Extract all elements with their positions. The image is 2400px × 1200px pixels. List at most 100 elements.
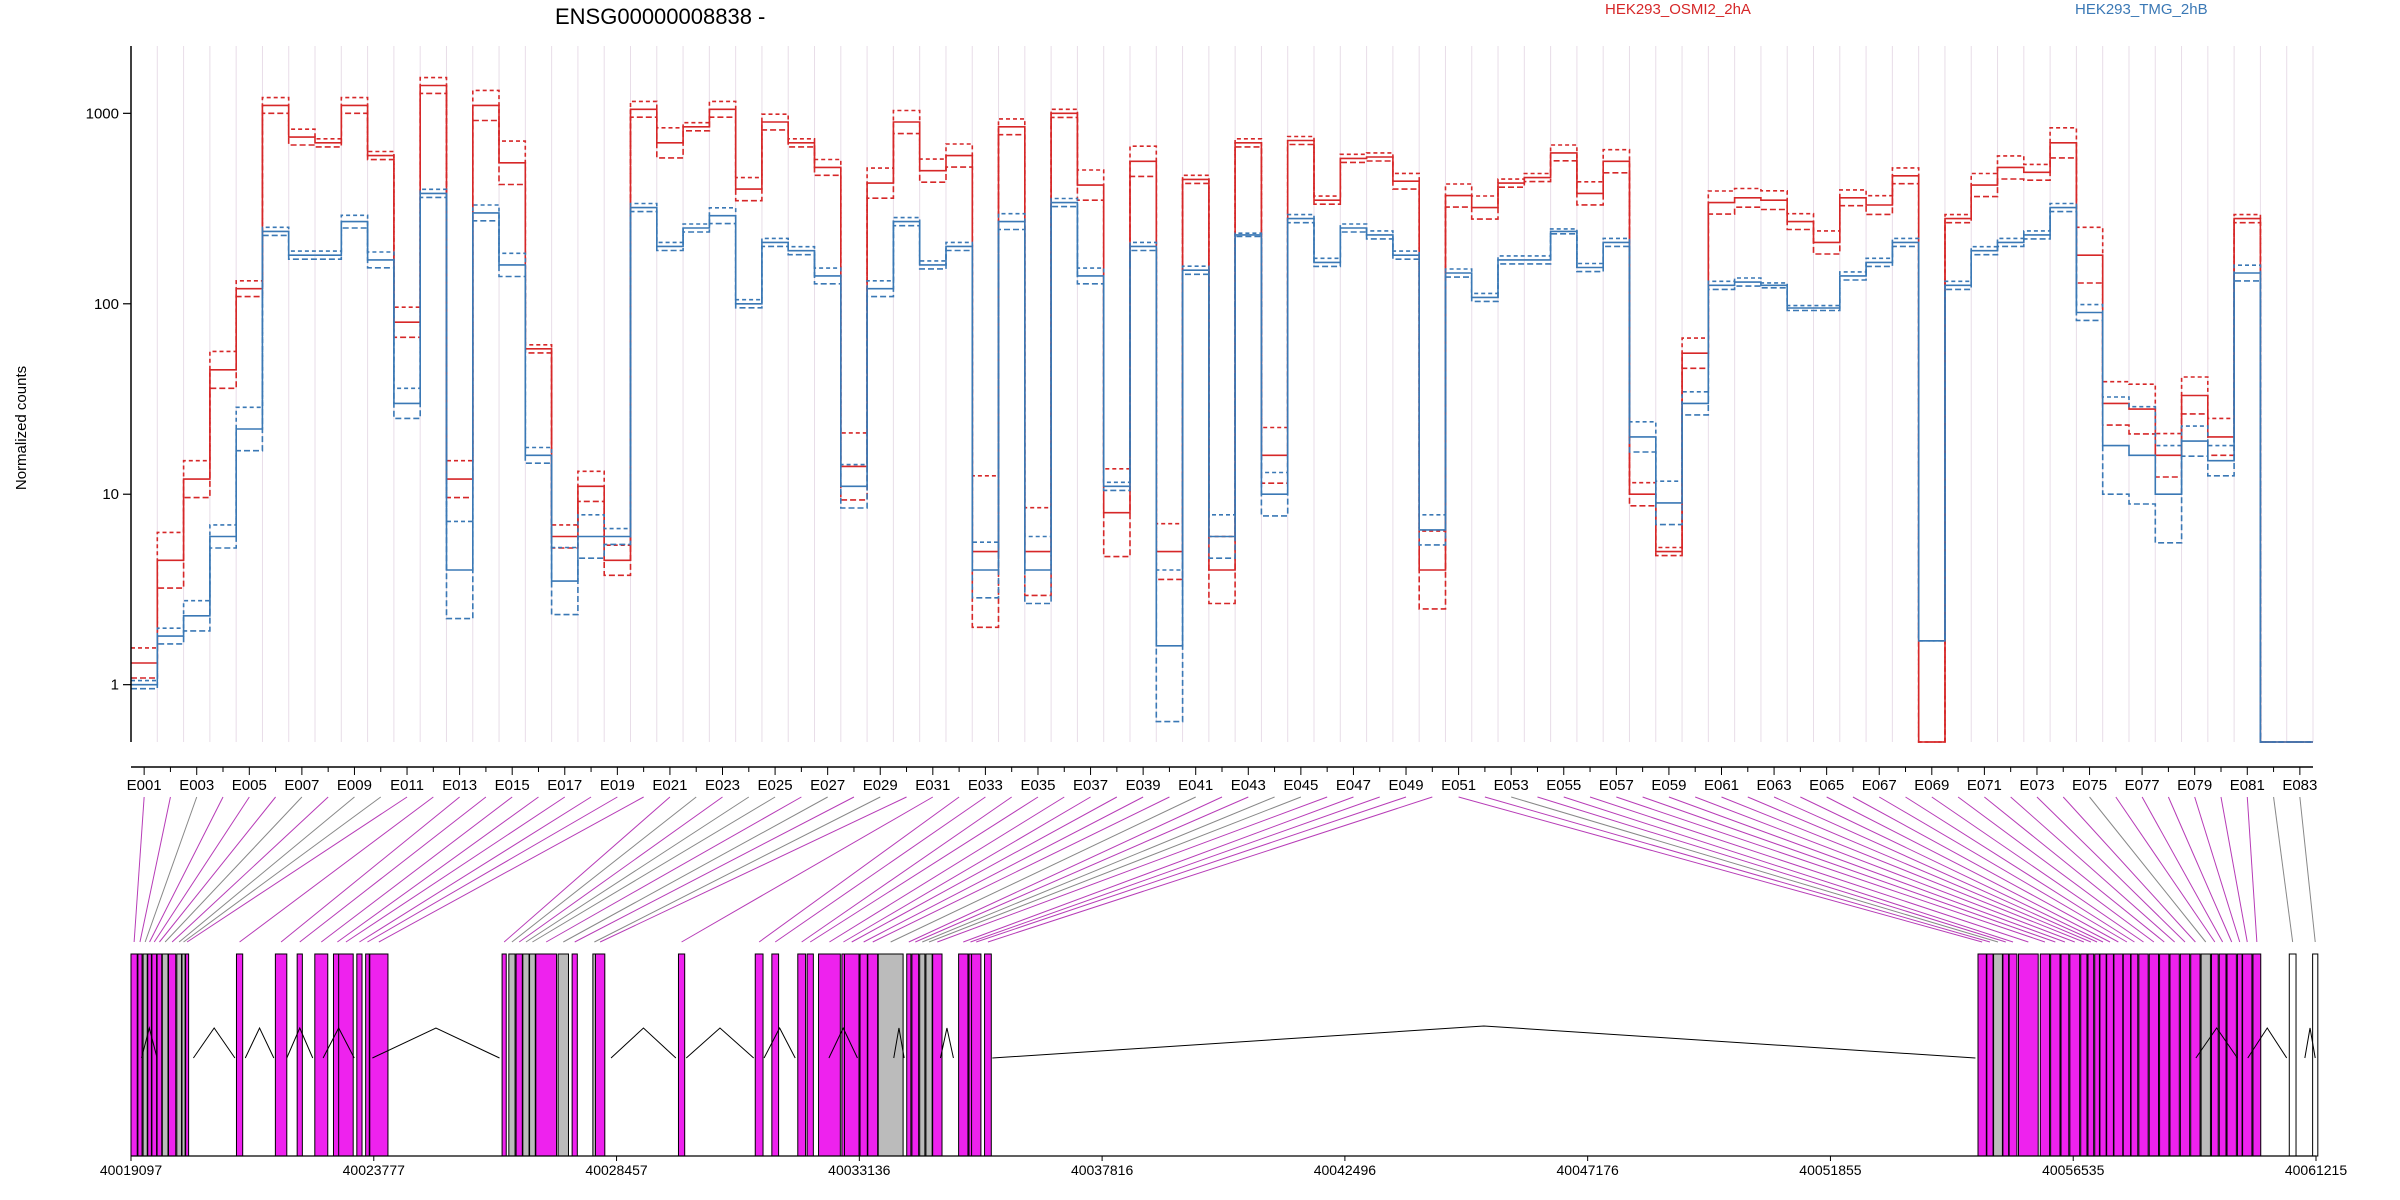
exon-connector [320,796,513,943]
exon-block [1977,953,1987,1157]
exon-connector [801,796,1012,943]
exon-connector [2036,796,2186,943]
exon-connector [681,796,934,943]
exon-block [522,953,530,1157]
genomic-tick-label: 40033136 [828,1162,891,1178]
exon-block [2099,953,2107,1157]
exon-block [571,953,578,1157]
legend-entry-osmi: HEK293_OSMI2_2hA [1605,1,1751,18]
exon-connectors [133,796,2316,943]
exon-block [185,953,190,1157]
exon-connector [359,796,592,943]
exon-block [156,953,163,1157]
series-line [131,92,2313,743]
exon-block [161,953,169,1157]
exon-connector [963,796,1354,943]
exon-connector [863,796,1144,943]
x-tick-label: E043 [1231,777,1266,794]
exon-connector [183,796,382,943]
exon-block [2159,953,2170,1157]
x-tick-label: E073 [2019,777,2054,794]
exon-block [1986,953,1994,1157]
exon-connector [1721,796,2085,943]
series-group [131,188,2313,743]
exon-block [925,953,933,1157]
exon-connector [574,796,855,943]
genomic-tick-label: 40028457 [585,1162,648,1178]
exon-block [2169,953,2180,1157]
x-tick-label: E023 [705,777,740,794]
x-tick-label: E049 [1389,777,1424,794]
exon-block [235,953,244,1157]
exon-block [2113,953,2124,1157]
exon-connector [937,796,1328,943]
exon-connector [2194,796,2241,943]
x-tick-label: E037 [1073,777,1108,794]
intron-line [192,1027,236,1059]
genomic-tick-label: 40042496 [1314,1162,1377,1178]
intron-line [372,1027,500,1059]
exon-block [2210,953,2219,1157]
exon-connector [563,796,828,943]
x-tick-label: E021 [652,777,687,794]
series-line [131,196,2313,743]
exon-block [1993,953,2003,1157]
exon-connector [758,796,960,943]
x-tick-label: E019 [600,777,635,794]
y-tick-label: 1 [111,677,119,694]
exon-connector [139,796,171,943]
exon-connector [2299,796,2316,943]
exon-block [2252,953,2262,1157]
exon-block [906,953,912,1157]
exon-connector [1826,796,2111,943]
exon-block [2050,953,2061,1157]
exon-connector [164,796,303,943]
exon-connector [1563,796,2014,943]
exon-block [867,953,879,1157]
exon-connector [2115,796,2216,943]
exon-connector [171,796,329,943]
exon-block [2138,953,2149,1157]
genomic-tick-label: 40061215 [2285,1162,2348,1178]
x-tick-label: E045 [1283,777,1318,794]
exon-connector [594,796,881,943]
exon-connector [1537,796,2006,943]
intron-line [763,1026,796,1059]
intron-line [2247,1027,2288,1059]
exon-connector [144,796,198,943]
exon-connector [153,796,250,943]
x-tick-label: E063 [1757,777,1792,794]
exon-block [2008,953,2018,1157]
x-tick-label: E017 [547,777,582,794]
exon-connector [843,796,1091,943]
exon-connector [908,796,1223,943]
exon-block [2190,953,2201,1157]
exon-connector [345,796,566,943]
exon-block [2087,953,2095,1157]
series-layer [131,76,2313,743]
intron-line [685,1027,755,1059]
exon-connector [1589,796,2029,943]
exon-block [2242,953,2253,1157]
x-tick-label: E065 [1809,777,1844,794]
x-tick-label: E077 [2125,777,2160,794]
x-tick-label: E069 [1914,777,1949,794]
intron-line [939,1027,954,1059]
intron-line [893,1027,905,1059]
exon-block [2060,953,2070,1157]
exon-block [2106,953,2114,1157]
exon-block [130,953,138,1157]
exon-block [535,953,558,1157]
x-tick-label: E011 [390,777,424,794]
exon-block [501,953,507,1157]
exon-connector [1984,796,2165,943]
exon-block [2017,953,2039,1157]
genomic-tick-label: 40056535 [2042,1162,2105,1178]
exon-block [806,953,814,1157]
exon-block [168,953,177,1157]
intron-line [610,1027,677,1059]
exon-block [2236,953,2243,1157]
exon-connector [2089,796,2207,943]
intron-line [141,1026,158,1059]
x-tick-label: E007 [284,777,319,794]
